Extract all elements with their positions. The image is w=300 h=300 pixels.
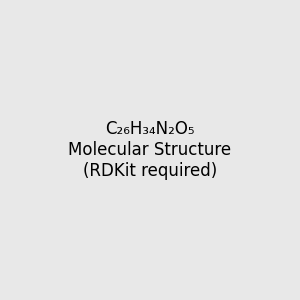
Text: C₂₆H₃₄N₂O₅
Molecular Structure
(RDKit required): C₂₆H₃₄N₂O₅ Molecular Structure (RDKit re… (68, 120, 232, 180)
